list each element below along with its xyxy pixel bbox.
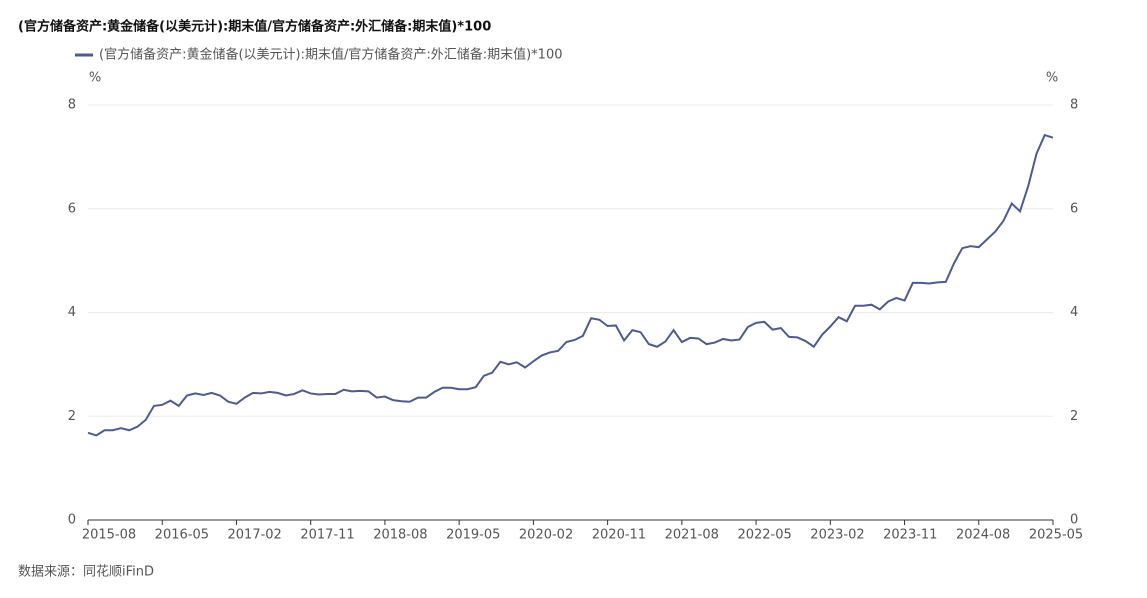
x-tick-label: 2016-05 bbox=[155, 528, 209, 543]
x-tick-label: 2024-08 bbox=[956, 528, 1010, 543]
x-tick-label: 2019-05 bbox=[446, 528, 500, 543]
y2-tick-label: 2 bbox=[1070, 409, 1078, 424]
x-tick-label: 2017-11 bbox=[300, 528, 354, 543]
y-unit: % bbox=[89, 71, 101, 86]
x-tick-label: 2023-11 bbox=[883, 528, 937, 543]
y2-unit: % bbox=[1046, 71, 1058, 86]
x-tick-label: 2017-02 bbox=[228, 528, 282, 543]
chart-title: (官方储备资产:黄金储备(以美元计):期末值/官方储备资产:外汇储备:期末值)*… bbox=[18, 19, 491, 35]
y2-tick-label: 8 bbox=[1070, 98, 1078, 113]
x-tick-label: 2025-05 bbox=[1029, 528, 1083, 543]
y-tick-label: 8 bbox=[68, 98, 76, 113]
source-note: 数据来源：同花顺iFinD bbox=[18, 564, 154, 580]
y-tick-label: 4 bbox=[68, 305, 76, 320]
data-line bbox=[87, 133, 1054, 437]
y-tick-label: 2 bbox=[68, 409, 76, 424]
y-tick-label: 6 bbox=[68, 201, 76, 216]
x-tick-label: 2015-08 bbox=[82, 528, 136, 543]
y2-tick-label: 0 bbox=[1070, 513, 1078, 528]
x-tick-label: 2023-02 bbox=[810, 528, 864, 543]
x-tick-label: 2020-02 bbox=[519, 528, 573, 543]
x-tick-label: 2022-05 bbox=[737, 528, 791, 543]
x-tick-label: 2021-08 bbox=[665, 528, 719, 543]
legend-label: (官方储备资产:黄金储备(以美元计):期末值/官方储备资产:外汇储备:期末值)*… bbox=[99, 47, 563, 63]
x-tick-label: 2020-11 bbox=[592, 528, 646, 543]
y2-tick-label: 4 bbox=[1070, 305, 1078, 320]
y-tick-label: 0 bbox=[68, 513, 76, 528]
y2-tick-label: 6 bbox=[1070, 201, 1078, 216]
x-tick-label: 2018-08 bbox=[373, 528, 427, 543]
